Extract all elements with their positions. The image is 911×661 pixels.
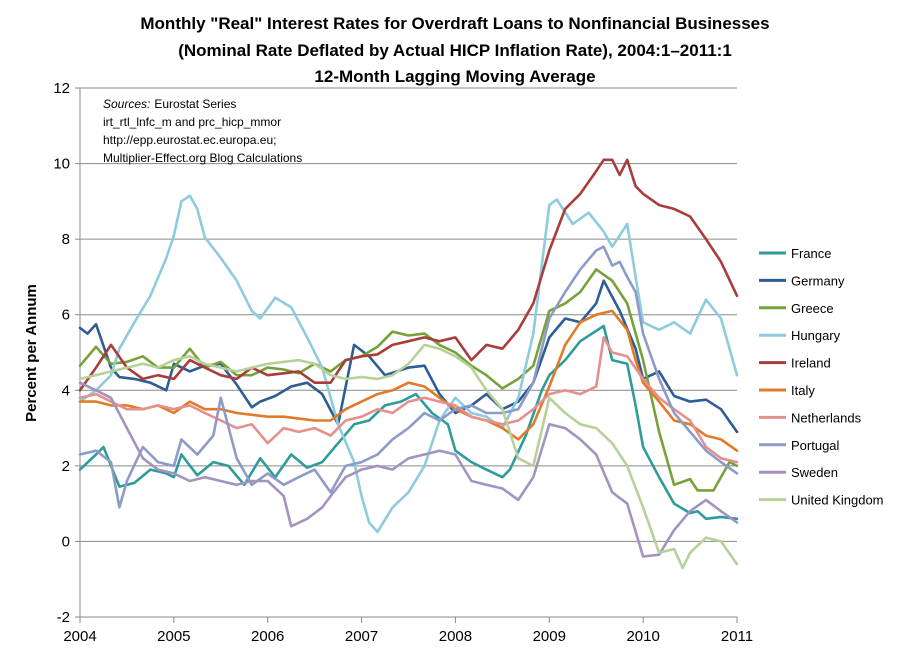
series-line-hungary (78, 194, 739, 534)
y-axis-label: Percent per Annum (23, 284, 40, 422)
axes: -2 0 2 4 6 8 10 12 2004 2005 2006 2007 2008 2009 2010 2… (53, 80, 753, 645)
legend-label: Ireland (791, 356, 831, 371)
source-line-4: Multiplier-Effect.org Blog Calculations (103, 151, 302, 165)
legend-label: Greece (791, 301, 834, 316)
y-tick-label: 12 (53, 80, 70, 97)
legend: France Germany Greece Hungary Ireland Italy Ne… (759, 246, 884, 508)
y-tick-label: 10 (53, 156, 70, 173)
y-tick-label: 0 (62, 533, 70, 550)
series-line-ireland (78, 158, 739, 392)
series-line-netherlands (78, 336, 739, 464)
legend-label: Germany (791, 273, 845, 288)
source-text-1: Eurostat Series (154, 97, 236, 111)
source-heading: Sources: (103, 97, 150, 111)
y-tick-label: 8 (62, 231, 70, 248)
series-line-united-kingdom (78, 343, 739, 570)
chart-title-line-3: 12-Month Lagging Moving Average (314, 67, 595, 86)
y-tick-label: 4 (62, 382, 70, 399)
series-line-sweden (78, 381, 739, 558)
legend-label: United Kingdom (791, 493, 884, 508)
series-line-portugal (78, 245, 739, 509)
legend-label: Netherlands (791, 410, 862, 425)
x-tick-label: 2005 (157, 628, 190, 645)
y-tick-label: 6 (62, 307, 70, 324)
x-tick-label: 2004 (63, 628, 96, 645)
x-tick-label: 2010 (626, 628, 659, 645)
x-tick-label: 2006 (251, 628, 284, 645)
chart-title-line-2: (Nominal Rate Deflated by Actual HICP In… (178, 41, 732, 60)
source-note: Sources: Eurostat Series irt_rtl_lnfc_m a… (103, 97, 302, 165)
series-lines (78, 158, 739, 570)
legend-label: Hungary (791, 328, 841, 343)
x-tick-label: 2008 (439, 628, 472, 645)
x-tick-label: 2009 (533, 628, 566, 645)
legend-label: Portugal (791, 438, 840, 453)
series-line-france (78, 324, 739, 521)
y-tick-label: 2 (62, 458, 70, 475)
legend-label: Italy (791, 383, 815, 398)
x-tick-label: 2007 (345, 628, 378, 645)
legend-label: France (791, 246, 831, 261)
y-tick-label: -2 (57, 609, 70, 626)
series-line-italy (78, 309, 739, 452)
source-line-3: http://epp.eurostat.ec.europa.eu; (103, 133, 276, 147)
series-line-greece (78, 268, 739, 492)
legend-label: Sweden (791, 465, 838, 480)
x-tick-label: 2011 (721, 628, 753, 645)
source-line-2: irt_rtl_lnfc_m and prc_hicp_mmor (103, 115, 281, 129)
chart-title: Monthly "Real" Interest Rates for Overdr… (140, 14, 769, 86)
source-line-1: Sources: Eurostat Series (103, 97, 236, 111)
chart-title-line-1: Monthly "Real" Interest Rates for Overdr… (140, 14, 769, 33)
